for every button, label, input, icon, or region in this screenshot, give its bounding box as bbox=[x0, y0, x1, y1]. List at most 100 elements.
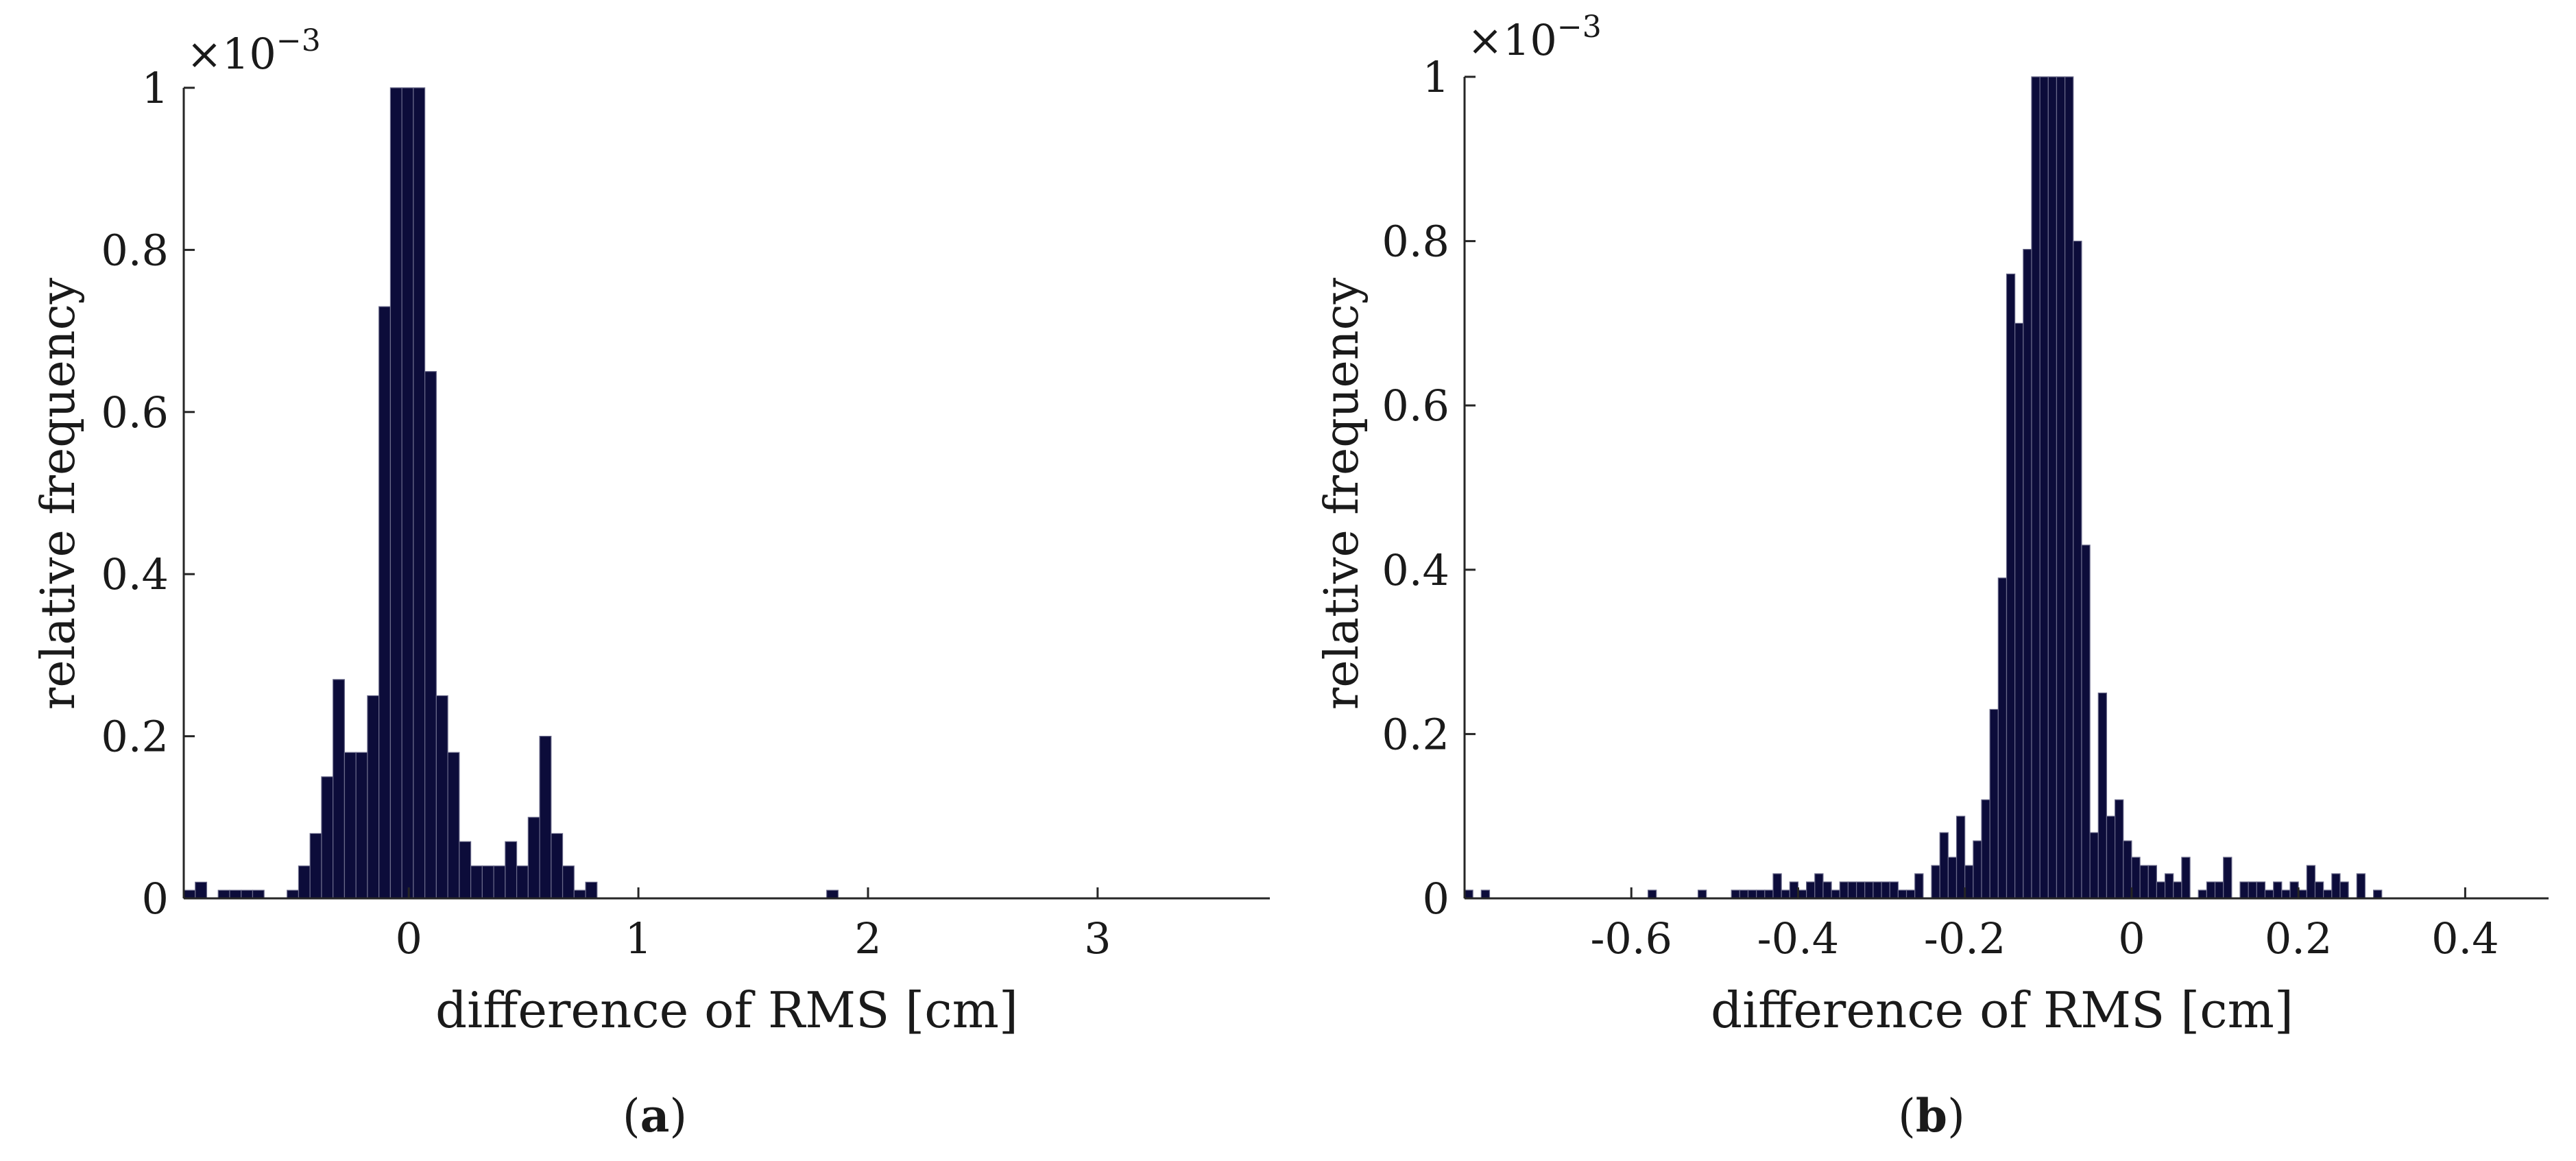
panel-b-bar bbox=[2214, 881, 2224, 899]
panel-b-bar bbox=[2164, 873, 2174, 899]
panel-a-bar bbox=[367, 695, 380, 899]
panel-a-axes bbox=[182, 88, 1270, 900]
panel-b-bar bbox=[1964, 865, 1974, 899]
panel-b-bar bbox=[2106, 815, 2116, 899]
panel-a-caption: (a) bbox=[623, 1089, 687, 1142]
panel-b-bar bbox=[1881, 881, 1890, 899]
panel-b-bar bbox=[1855, 881, 1866, 899]
panel-a-x-axis-label: difference of RMS [cm] bbox=[435, 981, 1018, 1039]
panel-b-bar bbox=[2047, 76, 2058, 899]
panel-a-bar bbox=[355, 752, 368, 899]
panel-a-y-ticks: 0 0.2 0.4 0.6 0.8 1 bbox=[101, 63, 195, 924]
panel-a-bar bbox=[344, 752, 357, 899]
panel-b-bar bbox=[1889, 881, 1899, 899]
panel-a-bar bbox=[413, 87, 426, 899]
panel-b-bar bbox=[1756, 889, 1766, 899]
panel-b-bar bbox=[1772, 873, 1782, 899]
panel-b-bar bbox=[2314, 881, 2324, 899]
panel-b-bar bbox=[1939, 832, 1949, 899]
panel-b-bar bbox=[1731, 889, 1740, 899]
panel-b-bar bbox=[2281, 889, 2291, 899]
panel-b-y-axis-label: relative frequency bbox=[1315, 277, 1369, 710]
panel-b-bar bbox=[1997, 577, 2008, 899]
panel-a-bar bbox=[826, 889, 839, 899]
panel-b-bar bbox=[2181, 857, 2191, 899]
panel-a-bar bbox=[447, 752, 460, 899]
panel-a-x-ticks: 0 1 2 3 bbox=[395, 887, 1111, 963]
panel-a-bar bbox=[378, 306, 391, 899]
panel-a-y-tick-label: 0.8 bbox=[101, 225, 169, 275]
panel-a-bar bbox=[527, 817, 540, 899]
panel-b-bar bbox=[1873, 881, 1882, 899]
panel-b-bar bbox=[2264, 889, 2274, 899]
panel-b-bar bbox=[2147, 865, 2158, 899]
panel-b-bar bbox=[1931, 865, 1940, 899]
panel-b-bar bbox=[1981, 799, 1990, 899]
panel-b-bar bbox=[2239, 881, 2249, 899]
panel-a-y-tick-label: 0 bbox=[142, 874, 169, 924]
panel-a-bar bbox=[333, 679, 346, 899]
panel-b-bar bbox=[2339, 881, 2349, 899]
panel-a-bars bbox=[183, 87, 1838, 899]
panel-a-x-tick-label: 1 bbox=[625, 913, 651, 963]
panel-b-x-tick-label: 0 bbox=[2118, 913, 2145, 963]
panel-b-axes bbox=[1463, 77, 2549, 900]
panel-b-bar bbox=[2073, 241, 2082, 899]
panel-b-bar bbox=[2131, 857, 2141, 899]
panel-b-bar bbox=[1897, 889, 1907, 899]
panel-a-bar bbox=[424, 371, 437, 899]
panel-b-bar bbox=[1464, 889, 1473, 899]
panel-b-bar bbox=[1973, 840, 1982, 899]
panel-b-x-axis-label: difference of RMS [cm] bbox=[1711, 981, 2294, 1039]
panel-a-bar bbox=[195, 881, 208, 899]
panel-b-bar bbox=[2039, 76, 2049, 899]
panel-b-bar bbox=[2373, 889, 2383, 899]
panel-b-bar bbox=[1747, 889, 1757, 899]
panel-b-x-tick-label: 0.4 bbox=[2431, 913, 2499, 963]
panel-b-bar bbox=[2056, 76, 2066, 899]
panel-a-bar bbox=[183, 889, 196, 899]
panel-b-bar bbox=[2089, 832, 2099, 899]
panel-b-bar bbox=[1839, 881, 1849, 899]
panel-b-bar bbox=[2306, 865, 2316, 899]
panel-b-bar bbox=[1955, 815, 1966, 899]
panel-b-y-tick-label: 0.4 bbox=[1382, 545, 1449, 595]
panel-b-x-tick-label: -0.4 bbox=[1757, 913, 1840, 963]
panel-a-bar bbox=[470, 865, 483, 899]
panel-b-bar bbox=[2298, 889, 2307, 899]
panel-a-bar bbox=[217, 889, 230, 899]
panel-b-histogram: 0 0.2 0.4 0.6 0.8 1 -0.6 -0.4 -0.2 0 0.2 0.4 ×10−3… bbox=[1315, 10, 2549, 1142]
panel-b-bar bbox=[1914, 873, 1924, 899]
panel-b-bar bbox=[1947, 857, 1958, 899]
panel-b-bar bbox=[2273, 881, 2283, 899]
panel-b-bar bbox=[1764, 889, 1774, 899]
panel-b-y-tick-label: 0.8 bbox=[1382, 217, 1449, 267]
panel-a-bar bbox=[459, 841, 472, 899]
panel-b-y-tick-label: 1 bbox=[1423, 52, 1449, 102]
panel-a-y-axis-label: relative frequency bbox=[32, 277, 86, 710]
panel-b-bar bbox=[2123, 840, 2132, 899]
panel-a-bar bbox=[241, 889, 254, 899]
panel-b-bar bbox=[1739, 889, 1749, 899]
panel-a-bar bbox=[551, 833, 564, 899]
panel-a-y-tick-label: 0.4 bbox=[101, 549, 169, 599]
panel-b-bar bbox=[1480, 889, 1491, 899]
panel-b-y-ticks: 0 0.2 0.4 0.6 0.8 1 bbox=[1382, 52, 1476, 924]
panel-b-bar bbox=[1781, 889, 1790, 899]
panel-a-y-tick-label: 0.6 bbox=[101, 387, 169, 438]
panel-b-bar bbox=[1697, 889, 1707, 899]
panel-b-bar bbox=[2065, 76, 2074, 899]
panel-a-bar bbox=[505, 841, 518, 899]
panel-a-bar bbox=[321, 776, 334, 899]
panel-b-y-exponent: ×10−3 bbox=[1467, 10, 1602, 65]
panel-a-y-tick-label: 0.2 bbox=[101, 712, 169, 762]
panel-b-bar bbox=[2289, 881, 2299, 899]
panel-b-x-tick-label: 0.2 bbox=[2265, 913, 2333, 963]
panel-b-bar bbox=[1864, 881, 1874, 899]
panel-b-x-tick-label: -0.2 bbox=[1924, 913, 2006, 963]
panel-b-y-tick-label: 0.2 bbox=[1382, 709, 1449, 759]
panel-b-bar bbox=[2256, 881, 2266, 899]
panel-a-x-tick-label: 3 bbox=[1084, 913, 1111, 963]
panel-b-bar bbox=[1905, 889, 1916, 899]
panel-b-bar bbox=[1789, 881, 1799, 899]
